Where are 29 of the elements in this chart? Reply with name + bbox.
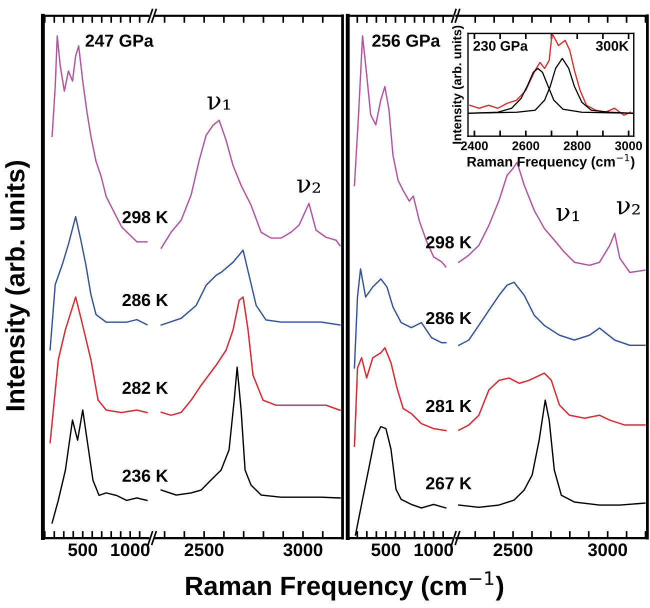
x-tick-label: 2800: [564, 141, 591, 150]
x-tick-label: 2500: [184, 543, 224, 556]
x-tick-label: 3000: [588, 543, 628, 556]
series-label: 236 K: [122, 470, 168, 482]
chart-title: 230 GPa: [473, 41, 528, 51]
annotation: ν₂: [616, 201, 640, 214]
chart-title: 256 GPa: [372, 34, 440, 47]
x-tick-label: 500: [371, 543, 400, 556]
x-tick-label: 2500: [494, 543, 532, 556]
series-label: 286 K: [122, 294, 168, 306]
annotation: ν₁: [556, 208, 579, 222]
x-tick-label: 1000: [414, 543, 453, 556]
x-tick-label: 3000: [614, 141, 642, 150]
series-label: 282 K: [122, 382, 168, 394]
annotation: 300K: [596, 41, 629, 51]
series-label: 298 K: [122, 211, 168, 224]
x-tick-label: 2600: [512, 141, 540, 150]
series-label: 281 K: [426, 400, 472, 412]
x-axis-title: Raman Frequency (cm$^{−1}$): [186, 571, 504, 600]
annotation: ν₁: [207, 96, 230, 110]
x-tick-label: 1000: [111, 543, 150, 556]
series-label: 286 K: [426, 312, 472, 324]
y-axis-title: Intensity (arb. units): [5, 160, 30, 410]
x-tick-label: 500: [68, 543, 98, 556]
series-label: 267 K: [426, 477, 472, 490]
x-tick-label: 3000: [283, 543, 322, 556]
x-axis-title: Raman Frequency (cm$^{−1}$): [468, 154, 634, 170]
annotation: ν₂: [297, 180, 320, 193]
chart-title: 247 GPa: [86, 34, 154, 47]
